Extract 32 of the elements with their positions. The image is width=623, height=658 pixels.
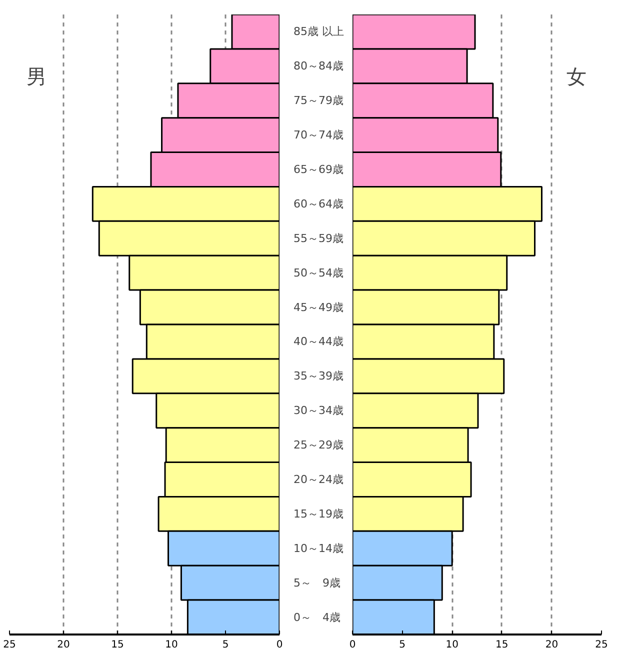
y-tick-label: 30～34歳 xyxy=(294,404,344,418)
y-tick-label: 80～84歳 xyxy=(294,60,344,73)
text: 女 xyxy=(566,64,587,88)
x-tick-label: 0 xyxy=(276,640,283,650)
x-tick-label: 25 xyxy=(595,640,608,650)
y-tick-label: 70～74歳 xyxy=(294,128,344,142)
y-tick-label: 0～ 4歳 xyxy=(294,610,340,624)
y-tick-label: 85歳 以上 xyxy=(294,25,344,38)
y-tick-label: 15～19歳 xyxy=(294,507,344,520)
y-tick-label: 60～64歳 xyxy=(294,197,344,210)
y-tick-label: 20～24歳 xyxy=(294,473,344,486)
x-tick-label: 10 xyxy=(165,640,178,650)
y-tick-label: 55～59歳 xyxy=(294,232,344,245)
x-tick-label: 15 xyxy=(111,640,124,650)
y-tick-label: 25～29歳 xyxy=(294,438,344,452)
y-tick-label: 75～79歳 xyxy=(294,94,344,108)
y-tick-label: 65～69歳 xyxy=(294,163,344,176)
x-tick-label: 5 xyxy=(222,640,229,650)
x-tick-label: 10 xyxy=(446,640,458,650)
text: 男 xyxy=(26,64,46,88)
x-tick-label: 15 xyxy=(496,640,508,650)
x-tick-label: 20 xyxy=(545,640,558,650)
y-tick-label: 5～ 9歳 xyxy=(294,576,340,590)
x-tick-label: 0 xyxy=(349,640,356,650)
y-tick-label: 45～49歳 xyxy=(294,300,344,314)
y-tick-label: 50～54歳 xyxy=(294,266,344,280)
x-tick-label: 20 xyxy=(57,640,70,650)
y-tick-label: 35～39歳 xyxy=(294,370,344,383)
x-tick-label: 25 xyxy=(3,640,16,650)
x-tick-label: 5 xyxy=(399,640,406,650)
y-tick-label: 40～44歳 xyxy=(294,335,344,348)
y-tick-label: 10～14歳 xyxy=(294,542,344,555)
